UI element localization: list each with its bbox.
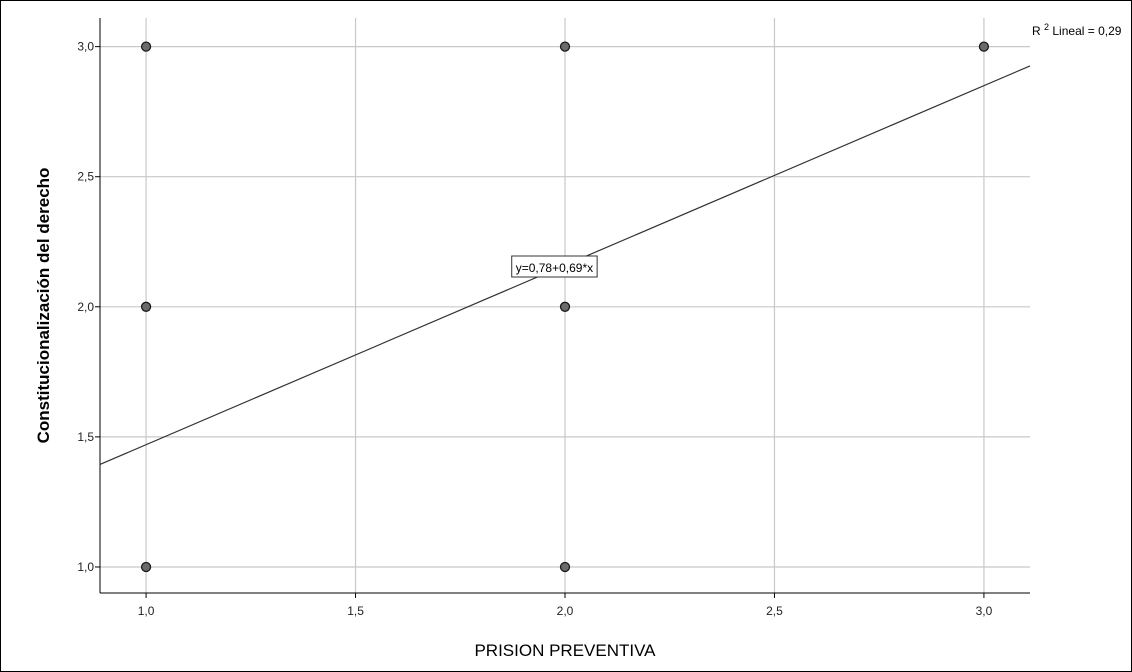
x-tick-label: 2,5 xyxy=(766,604,783,618)
data-point xyxy=(140,561,152,573)
fit-equation-text: y=0,78+0,69*x xyxy=(516,261,593,275)
data-point xyxy=(140,41,152,52)
y-axis-title: Constitucionalización del derecho xyxy=(34,168,53,444)
x-tick-labels: 1,0 1,5 2,0 2,5 3,0 xyxy=(138,593,993,618)
data-points xyxy=(140,41,990,573)
data-point xyxy=(559,41,571,52)
x-tick-label: 3,0 xyxy=(976,604,993,618)
r-squared-superscript: 2 xyxy=(1044,22,1049,32)
y-tick-labels: 1,0 1,5 2,0 2,5 3,0 xyxy=(77,40,100,574)
y-tick-label: 3,0 xyxy=(77,40,94,54)
y-tick-label: 1,0 xyxy=(77,560,94,574)
x-tick-label: 1,0 xyxy=(138,604,155,618)
x-tick-label: 2,0 xyxy=(557,604,574,618)
fit-equation-box xyxy=(511,255,598,278)
x-axis-title: PRISION PREVENTIVA xyxy=(474,641,656,660)
data-point xyxy=(978,41,990,52)
r-squared-prefix: R xyxy=(1032,24,1041,38)
y-tick-label: 2,5 xyxy=(77,170,94,184)
y-tick-label: 2,0 xyxy=(77,300,94,314)
y-tick-label: 1,5 xyxy=(77,430,94,444)
data-point xyxy=(559,301,571,312)
r-squared-label: R 2 Lineal = 0,29 xyxy=(1032,19,1122,38)
x-tick-label: 1,5 xyxy=(347,604,364,618)
data-point xyxy=(559,561,571,573)
data-point xyxy=(140,301,152,312)
r-squared-value: Lineal = 0,29 xyxy=(1052,24,1121,38)
fit-equation-label: y=0,78+0,69*x xyxy=(511,255,598,278)
